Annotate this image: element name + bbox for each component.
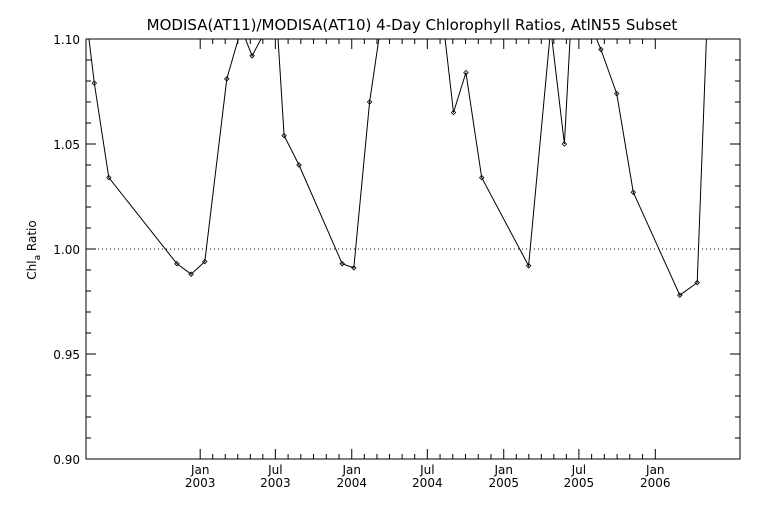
data-point [281, 132, 287, 139]
x-tick-year: 2003 [185, 476, 216, 490]
plot-frame [85, 38, 741, 460]
data-point [694, 279, 700, 286]
data-point [450, 109, 457, 116]
x-tick-month: Jan [190, 463, 210, 477]
data-point [91, 80, 98, 86]
series-line [88, 39, 707, 296]
series-group [88, 39, 707, 298]
x-tick-month: Jan [342, 463, 362, 477]
data-point [525, 263, 532, 269]
data-point [188, 271, 194, 277]
y-tick-label: 1.00 [53, 243, 80, 257]
y-axis-label: Chla Ratio [25, 220, 43, 279]
y-axis-label-suffix: Ratio [25, 220, 39, 255]
data-point [224, 76, 230, 82]
data-point [561, 141, 568, 147]
data-point [201, 258, 208, 265]
data-point [677, 292, 683, 298]
data-point [296, 162, 302, 168]
x-tick-month: Jul [419, 463, 434, 477]
x-tick-year: 2005 [564, 476, 595, 490]
data-point [366, 99, 373, 105]
x-tick-year: 2003 [260, 476, 291, 490]
y-axis-label-subscript: a [33, 255, 43, 261]
data-point [174, 260, 180, 267]
data-point [478, 174, 485, 181]
x-axis: Jan2003Jul2003Jan2004Jul2004Jan2005Jul20… [185, 39, 671, 490]
y-tick-label: 1.10 [53, 33, 80, 47]
data-point [106, 174, 112, 181]
x-tick-year: 2006 [640, 476, 671, 490]
data-point [339, 260, 345, 267]
y-tick-label: 0.90 [53, 453, 80, 467]
data-point [613, 90, 620, 97]
data-point [598, 46, 604, 53]
x-tick-year: 2004 [336, 476, 367, 490]
data-point [249, 53, 255, 59]
y-axis: 0.90 0.95 1.00 1.05 1.10 [53, 33, 740, 467]
x-tick-month: Jul [267, 463, 282, 477]
y-tick-label: 0.95 [53, 348, 80, 362]
x-tick-year: 2005 [488, 476, 519, 490]
plot-area: 0.900.951.001.051.10 Jan2003Jul2003Jan20… [53, 33, 741, 490]
chart-title: MODISA(AT11)/MODISA(AT10) 4-Day Chloroph… [147, 16, 678, 34]
y-axis-label-main: Chl [25, 260, 39, 279]
data-point [463, 69, 469, 76]
x-tick-month: Jan [493, 463, 513, 477]
y-tick-label: 1.05 [53, 138, 80, 152]
x-tick-year: 2004 [412, 476, 443, 490]
x-tick-month: Jul [571, 463, 586, 477]
data-point [630, 189, 637, 196]
data-point [351, 265, 357, 271]
x-tick-month: Jan [645, 463, 665, 477]
